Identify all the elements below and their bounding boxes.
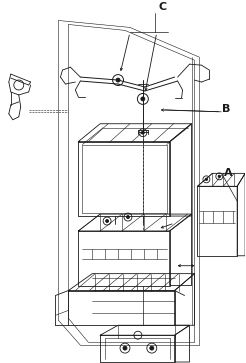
Circle shape: [123, 346, 127, 350]
Circle shape: [218, 175, 220, 178]
Text: A: A: [224, 168, 233, 178]
Circle shape: [106, 220, 108, 223]
Circle shape: [126, 216, 129, 219]
Circle shape: [150, 346, 154, 350]
Circle shape: [141, 131, 144, 134]
Circle shape: [141, 97, 145, 101]
Text: C: C: [159, 1, 167, 12]
Circle shape: [116, 78, 120, 82]
Circle shape: [205, 178, 208, 180]
Text: B: B: [222, 104, 231, 114]
